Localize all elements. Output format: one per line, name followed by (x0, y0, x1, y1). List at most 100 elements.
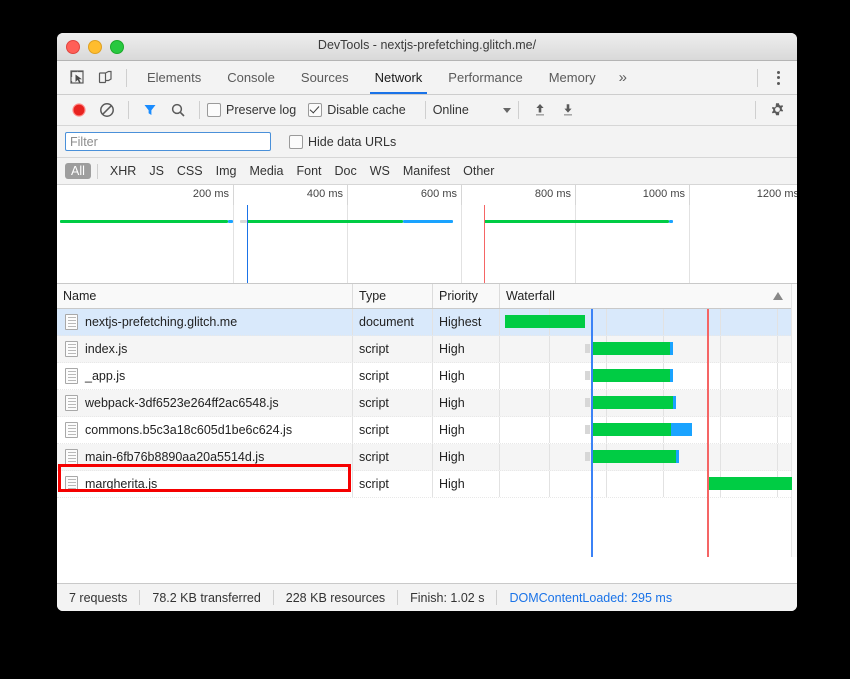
requests-datagrid: Name Type Priority Waterfall nextjs-prefetc… (57, 284, 797, 557)
gear-icon[interactable] (763, 95, 791, 125)
clear-icon[interactable] (93, 95, 121, 125)
cell-type: script (353, 336, 433, 362)
request-name: nextjs-prefetching.glitch.me (85, 315, 238, 329)
filter-input[interactable] (65, 132, 271, 151)
waterfall-bar[interactable] (592, 450, 679, 463)
tabstrip-right-divider (757, 68, 758, 87)
vertical-scrollbar[interactable] (791, 284, 797, 557)
waterfall-bar[interactable] (592, 369, 673, 382)
cell-priority: High (433, 471, 500, 497)
waterfall-bar[interactable] (592, 396, 676, 409)
overview-gridline (575, 205, 576, 283)
inspect-element-icon[interactable] (63, 61, 91, 94)
type-filter-manifest[interactable]: Manifest (402, 164, 451, 178)
type-filter-doc[interactable]: Doc (334, 164, 357, 178)
overview-tick-divider (575, 185, 576, 205)
column-header-type[interactable]: Type (353, 284, 433, 308)
type-filter-other[interactable]: Other (463, 164, 495, 178)
cell-priority: High (433, 417, 500, 443)
table-row[interactable]: webpack-3df6523e264ff2ac6548.js script Hig… (57, 390, 797, 417)
overview-tick-label: 800 ms (534, 188, 571, 200)
cell-waterfall (500, 363, 792, 389)
throttling-select[interactable]: Online (433, 103, 511, 117)
waterfall-bar[interactable] (709, 477, 792, 490)
record-button-icon[interactable] (65, 95, 93, 125)
waterfall-bar[interactable] (592, 342, 673, 355)
table-row[interactable]: margherita.js script High (57, 471, 797, 498)
window-title: DevTools - nextjs-prefetching.glitch.me/ (317, 38, 537, 52)
cell-waterfall (500, 471, 792, 497)
tab-console[interactable]: Console (227, 70, 275, 85)
waterfall-gridline (606, 471, 607, 497)
table-row[interactable]: _app.js script High (57, 363, 797, 390)
waterfall-gridline (549, 444, 550, 470)
request-name: commons.b5c3a18c605d1be6c624.js (85, 423, 293, 437)
zoom-window-button[interactable] (110, 40, 124, 54)
column-header-waterfall[interactable]: Waterfall (500, 284, 792, 308)
waterfall-bar[interactable] (592, 423, 692, 436)
waterfall-gridline (549, 336, 550, 362)
type-filter-js[interactable]: JS (149, 164, 164, 178)
close-window-button[interactable] (66, 40, 80, 54)
minimize-window-button[interactable] (88, 40, 102, 54)
table-row[interactable]: nextjs-prefetching.glitch.me document High… (57, 309, 797, 336)
table-row[interactable]: index.js script High (57, 336, 797, 363)
hide-data-urls-checkbox[interactable]: Hide data URLs (289, 134, 397, 149)
preserve-log-checkbox[interactable]: Preserve log (207, 103, 296, 117)
status-dom-content-loaded[interactable]: DOMContentLoaded: 295 ms (509, 590, 673, 605)
table-row[interactable]: main-6fb76b8890aa20a5514d.js script High (57, 444, 797, 471)
toolbar-divider-1 (128, 101, 129, 119)
overview-tick-divider (689, 185, 690, 205)
type-filter-css[interactable]: CSS (176, 164, 203, 178)
waterfall-gridline (720, 390, 721, 416)
disable-cache-checkbox[interactable]: Disable cache (308, 103, 406, 117)
throttling-value: Online (432, 103, 469, 117)
hide-data-urls-box (289, 134, 303, 149)
search-icon[interactable] (164, 95, 192, 125)
network-overview-timeline[interactable]: 200 ms 400 ms 600 ms 800 ms 1000 ms 1200 ms (57, 185, 797, 284)
waterfall-gridline (720, 309, 721, 335)
document-icon (65, 476, 78, 492)
tab-network[interactable]: Network (362, 61, 436, 94)
funnel-filter-icon[interactable] (136, 95, 164, 125)
type-filter-font[interactable]: Font (296, 164, 322, 178)
type-filter-img[interactable]: Img (215, 164, 237, 178)
type-filter-all[interactable]: All (65, 163, 91, 179)
tab-memory[interactable]: Memory (548, 70, 596, 85)
overview-bar-gap-gray (240, 220, 247, 223)
status-divider (272, 590, 274, 605)
network-toolbar: Preserve log Disable cache Online (57, 95, 797, 126)
toolbar-divider-4 (517, 101, 519, 119)
type-filter-media[interactable]: Media (249, 164, 284, 178)
more-tabs-icon[interactable]: » (618, 69, 628, 86)
import-har-icon[interactable] (526, 95, 554, 125)
devtools-tabstrip: Elements Console Sources Network Perform… (57, 61, 797, 95)
type-filter-ws[interactable]: WS (369, 164, 390, 178)
overview-body (57, 205, 797, 283)
overview-bar-tail-blue-3 (669, 220, 673, 223)
type-filter-xhr[interactable]: XHR (109, 164, 137, 178)
overview-bar-first-load (60, 220, 228, 223)
waterfall-bar[interactable] (505, 315, 585, 328)
document-icon (65, 314, 78, 330)
toolbar-divider-5 (755, 101, 756, 119)
hide-data-urls-label: Hide data URLs (308, 134, 397, 149)
cell-name: commons.b5c3a18c605d1be6c624.js (57, 417, 353, 443)
tab-performance[interactable]: Performance (448, 70, 523, 85)
waterfall-gridline (777, 363, 778, 389)
device-toolbar-icon[interactable] (91, 61, 119, 94)
column-header-name[interactable]: Name (57, 284, 353, 308)
table-row[interactable]: commons.b5c3a18c605d1be6c624.js script Hig… (57, 417, 797, 444)
column-header-priority[interactable]: Priority (433, 284, 500, 308)
waterfall-gridline (777, 444, 778, 470)
request-name: _app.js (85, 369, 126, 383)
request-name: main-6fb76b8890aa20a5514d.js (85, 450, 265, 464)
kebab-menu-icon[interactable] (765, 61, 791, 94)
tab-sources[interactable]: Sources (300, 70, 349, 85)
waterfall-segment (671, 423, 692, 436)
cell-name: main-6fb76b8890aa20a5514d.js (57, 444, 353, 470)
tab-elements[interactable]: Elements (147, 70, 202, 85)
waterfall-gridline (777, 417, 778, 443)
export-har-icon[interactable] (554, 95, 582, 125)
